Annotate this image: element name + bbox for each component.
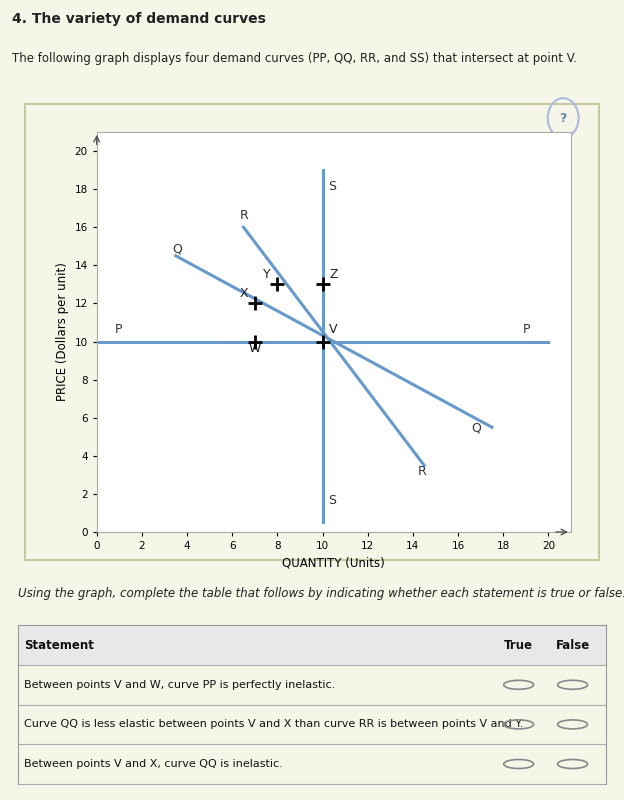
Text: Between points V and W, curve PP is perfectly inelastic.: Between points V and W, curve PP is perf… xyxy=(24,680,336,690)
Text: S: S xyxy=(328,494,336,507)
Text: Using the graph, complete the table that follows by indicating whether each stat: Using the graph, complete the table that… xyxy=(19,587,624,600)
Text: Z: Z xyxy=(329,267,338,281)
Text: R: R xyxy=(417,466,426,478)
Text: ?: ? xyxy=(560,111,567,125)
X-axis label: QUANTITY (Units): QUANTITY (Units) xyxy=(283,557,385,570)
Text: The following graph displays four demand curves (PP, QQ, RR, and SS) that inters: The following graph displays four demand… xyxy=(12,52,577,65)
Text: True: True xyxy=(504,638,533,652)
Text: R: R xyxy=(239,209,248,222)
Text: P: P xyxy=(115,323,122,336)
Text: Curve QQ is less elastic between points V and X than curve RR is between points : Curve QQ is less elastic between points … xyxy=(24,719,524,730)
Text: Q: Q xyxy=(173,243,183,256)
Text: False: False xyxy=(555,638,590,652)
Y-axis label: PRICE (Dollars per unit): PRICE (Dollars per unit) xyxy=(56,262,69,402)
Text: W: W xyxy=(248,342,261,355)
Text: X: X xyxy=(240,286,248,300)
Text: Between points V and X, curve QQ is inelastic.: Between points V and X, curve QQ is inel… xyxy=(24,759,283,769)
Text: S: S xyxy=(328,180,336,193)
Text: P: P xyxy=(523,323,530,336)
Text: Y: Y xyxy=(263,267,271,281)
Bar xyxy=(19,626,605,665)
Text: Q: Q xyxy=(470,422,480,434)
Text: Statement: Statement xyxy=(24,638,94,652)
Text: V: V xyxy=(329,323,338,336)
Text: 4. The variety of demand curves: 4. The variety of demand curves xyxy=(12,13,266,26)
